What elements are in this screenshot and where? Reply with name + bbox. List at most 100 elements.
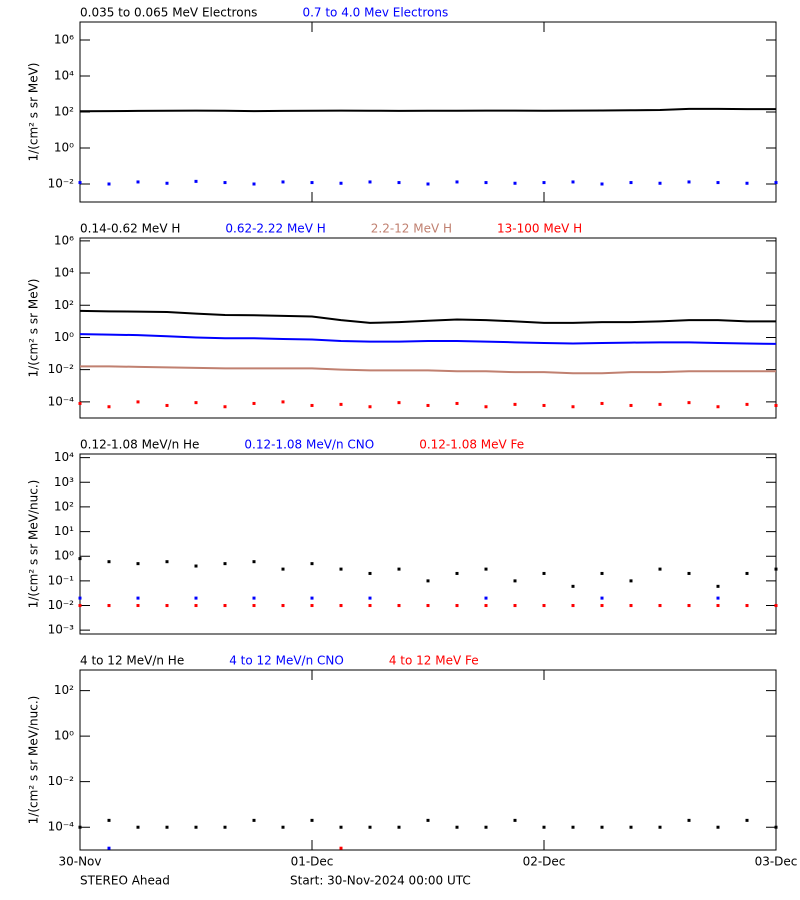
data-point	[107, 560, 111, 564]
data-point	[107, 604, 111, 608]
data-point	[658, 181, 662, 185]
data-point	[136, 400, 140, 404]
data-point	[629, 825, 633, 829]
data-point	[368, 571, 372, 575]
y-tick-label: 10⁰	[54, 141, 74, 155]
data-point	[455, 604, 459, 608]
data-point	[774, 181, 778, 185]
data-point	[310, 562, 314, 566]
data-point	[165, 604, 169, 608]
data-point	[194, 825, 198, 829]
data-point	[223, 181, 227, 185]
data-point	[571, 180, 575, 184]
data-point	[136, 825, 140, 829]
data-point	[397, 825, 401, 829]
series-line	[79, 309, 776, 324]
plot-frame	[79, 669, 777, 851]
legend-entry: 0.12-1.08 MeV/n He	[80, 438, 199, 452]
data-point	[368, 180, 372, 184]
data-point	[745, 571, 749, 575]
data-point	[165, 403, 169, 407]
data-point	[310, 181, 314, 185]
data-point	[745, 818, 749, 822]
data-point	[484, 825, 488, 829]
data-point	[774, 604, 778, 608]
y-tick-label: 10⁻²	[48, 362, 75, 376]
data-point	[252, 596, 256, 600]
data-point	[600, 596, 604, 600]
y-tick-label: 10¹	[54, 524, 74, 538]
data-point	[78, 557, 82, 561]
data-point	[368, 604, 372, 608]
legend-entry: 0.12-1.08 MeV Fe	[419, 438, 524, 452]
data-point	[484, 567, 488, 571]
data-point	[542, 604, 546, 608]
data-point	[223, 825, 227, 829]
data-point	[629, 403, 633, 407]
data-point	[774, 403, 778, 407]
plot-frame	[79, 237, 777, 419]
data-point	[716, 825, 720, 829]
data-point	[716, 604, 720, 608]
data-point	[513, 604, 517, 608]
y-tick-label: 10⁰	[54, 549, 74, 563]
legend-entry: 0.14-0.62 MeV H	[80, 222, 180, 236]
legend-entry: 4 to 12 MeV/n CNO	[229, 654, 344, 668]
legend-entry: 13-100 MeV H	[497, 222, 582, 236]
data-point	[252, 818, 256, 822]
y-tick-label: 10⁰	[54, 330, 74, 344]
data-point	[571, 604, 575, 608]
data-point	[78, 401, 82, 405]
data-point	[136, 596, 140, 600]
data-point	[368, 405, 372, 409]
legend-entry: 4 to 12 MeV Fe	[389, 654, 479, 668]
data-point	[542, 825, 546, 829]
y-tick-label: 10²	[54, 105, 74, 119]
y-tick-label: 10²	[54, 499, 74, 513]
y-tick-label: 10⁻²	[48, 774, 75, 788]
data-point	[107, 818, 111, 822]
y-tick-label: 10⁻¹	[48, 573, 75, 587]
y-tick-label: 10⁴	[54, 450, 74, 464]
data-point	[339, 181, 343, 185]
data-point	[629, 181, 633, 185]
y-tick-label: 10⁻⁴	[48, 820, 75, 834]
data-point	[426, 403, 430, 407]
data-point	[310, 818, 314, 822]
data-point	[513, 579, 517, 583]
data-point	[136, 604, 140, 608]
data-point	[484, 596, 488, 600]
x-tick-label: 02-Dec	[523, 855, 566, 869]
y-tick-label: 10³	[54, 475, 74, 489]
data-point	[78, 596, 82, 600]
legend-entry: 0.035 to 0.065 MeV Electrons	[80, 6, 257, 20]
data-point	[339, 402, 343, 406]
data-point	[281, 180, 285, 184]
data-point	[339, 825, 343, 829]
data-point	[426, 604, 430, 608]
data-point	[136, 562, 140, 566]
data-point	[426, 818, 430, 822]
y-tick-label: 10⁴	[54, 266, 74, 280]
data-point	[78, 181, 82, 185]
data-point	[194, 564, 198, 568]
data-point	[339, 846, 343, 850]
series-line	[80, 365, 776, 375]
data-point	[310, 596, 314, 600]
data-point	[107, 405, 111, 409]
data-point	[397, 567, 401, 571]
data-point	[397, 401, 401, 405]
legend-entry: 4 to 12 MeV/n He	[80, 654, 184, 668]
data-point	[571, 584, 575, 588]
y-tick-label: 10⁶	[54, 233, 74, 247]
plot-frame	[79, 453, 777, 635]
data-point	[513, 402, 517, 406]
data-point	[107, 846, 111, 850]
data-point	[165, 560, 169, 564]
data-point	[542, 571, 546, 575]
data-point	[687, 180, 691, 184]
start-label: Start: 30-Nov-2024 00:00 UTC	[290, 874, 471, 888]
data-point	[223, 562, 227, 566]
data-point	[223, 604, 227, 608]
